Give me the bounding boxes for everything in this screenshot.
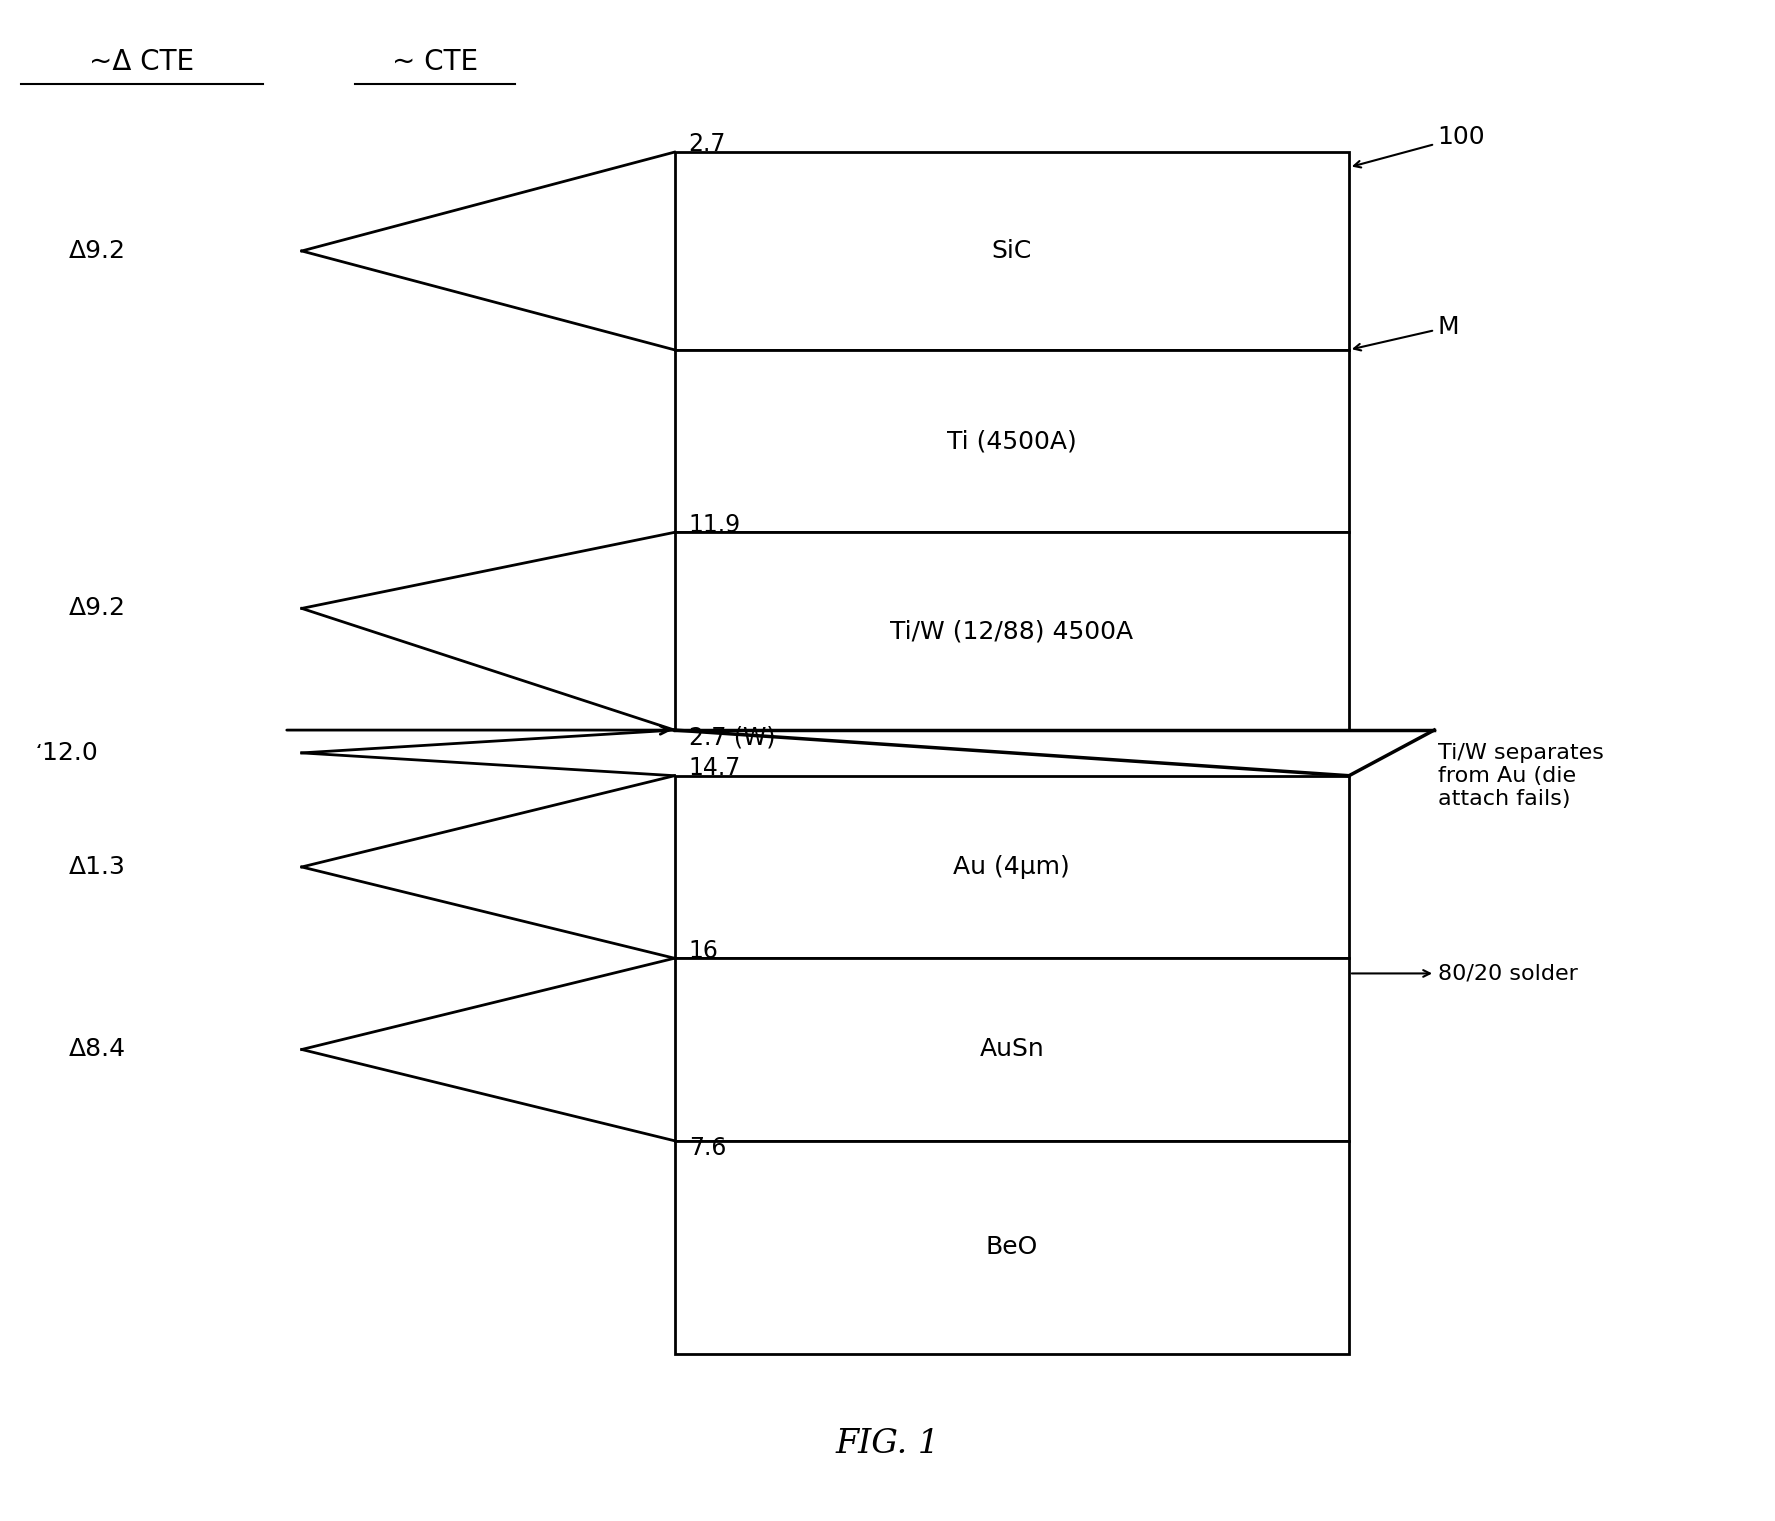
Bar xyxy=(674,1141,1349,1354)
Text: Ti/W separates
from Au (die
attach fails): Ti/W separates from Au (die attach fails… xyxy=(1438,742,1603,809)
Text: ~ CTE: ~ CTE xyxy=(392,49,477,76)
Bar xyxy=(674,776,1349,958)
Text: AuSn: AuSn xyxy=(980,1037,1044,1062)
Text: 11.9: 11.9 xyxy=(689,513,740,537)
Text: 14.7: 14.7 xyxy=(689,756,740,780)
Bar xyxy=(674,152,1349,350)
Text: SiC: SiC xyxy=(992,239,1031,263)
Text: BeO: BeO xyxy=(985,1235,1038,1259)
Text: Δ9.2: Δ9.2 xyxy=(69,596,126,621)
Text: 2.7 (W): 2.7 (W) xyxy=(689,726,776,750)
Text: Δ8.4: Δ8.4 xyxy=(69,1037,126,1062)
Text: Δ1.3: Δ1.3 xyxy=(69,855,126,879)
Text: 16: 16 xyxy=(689,938,719,963)
Text: Au (4μm): Au (4μm) xyxy=(953,855,1070,879)
Bar xyxy=(674,350,1349,532)
Text: Δ9.2: Δ9.2 xyxy=(69,239,126,263)
Text: FIG. 1: FIG. 1 xyxy=(836,1428,939,1460)
Bar xyxy=(674,958,1349,1141)
Text: ̒12.0: ̒12.0 xyxy=(43,741,99,765)
Text: M: M xyxy=(1354,315,1459,350)
Text: 100: 100 xyxy=(1354,125,1486,167)
Text: 2.7: 2.7 xyxy=(689,132,726,157)
Text: Ti/W (12/88) 4500A: Ti/W (12/88) 4500A xyxy=(891,619,1132,643)
Bar xyxy=(674,532,1349,730)
Text: Ti (4500A): Ti (4500A) xyxy=(946,429,1077,453)
Text: 80/20 solder: 80/20 solder xyxy=(1353,963,1578,984)
Text: ~Δ CTE: ~Δ CTE xyxy=(89,49,195,76)
Text: 7.6: 7.6 xyxy=(689,1136,726,1161)
